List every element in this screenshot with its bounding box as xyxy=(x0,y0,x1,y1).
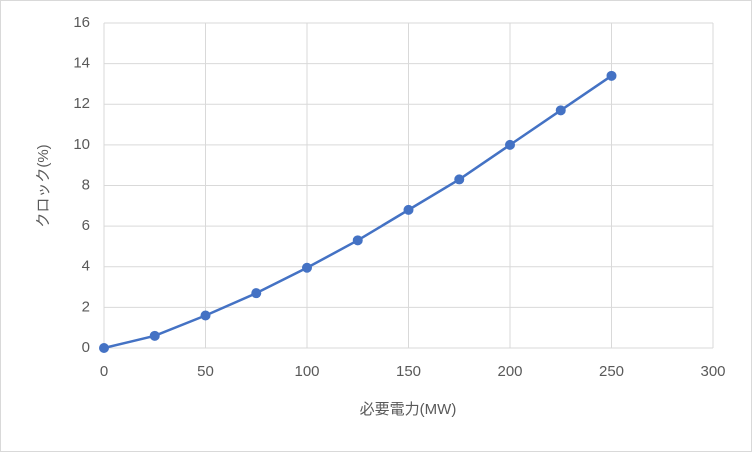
data-point xyxy=(251,288,262,299)
data-point xyxy=(454,174,465,185)
y-tick-label: 2 xyxy=(82,298,90,315)
y-tick-label: 8 xyxy=(82,176,90,193)
x-tick-label: 0 xyxy=(100,363,108,380)
x-tick-label: 300 xyxy=(700,363,725,380)
y-tick-label: 6 xyxy=(82,217,90,234)
y-tick-label: 16 xyxy=(73,14,90,31)
data-point xyxy=(352,235,363,246)
y-tick-label: 14 xyxy=(73,55,90,72)
data-point xyxy=(606,70,617,81)
x-tick-label: 250 xyxy=(599,363,624,380)
data-point xyxy=(149,330,160,341)
x-tick-label: 200 xyxy=(497,363,522,380)
x-tick-label: 50 xyxy=(197,363,214,380)
data-point xyxy=(99,343,109,353)
data-point xyxy=(302,262,312,273)
y-tick-label: 10 xyxy=(73,136,90,153)
x-tick-label: 100 xyxy=(294,363,319,380)
data-point xyxy=(403,204,414,215)
y-axis-title: クロック(%) xyxy=(35,144,52,227)
y-tick-label: 0 xyxy=(82,339,90,356)
data-point xyxy=(200,310,211,321)
y-tick-label: 12 xyxy=(73,95,90,112)
x-tick-label: 150 xyxy=(396,363,421,380)
data-point xyxy=(505,139,515,150)
y-tick-label: 4 xyxy=(82,258,90,275)
data-point xyxy=(555,105,566,116)
x-axis-title: 必要電力(MW) xyxy=(360,401,457,418)
